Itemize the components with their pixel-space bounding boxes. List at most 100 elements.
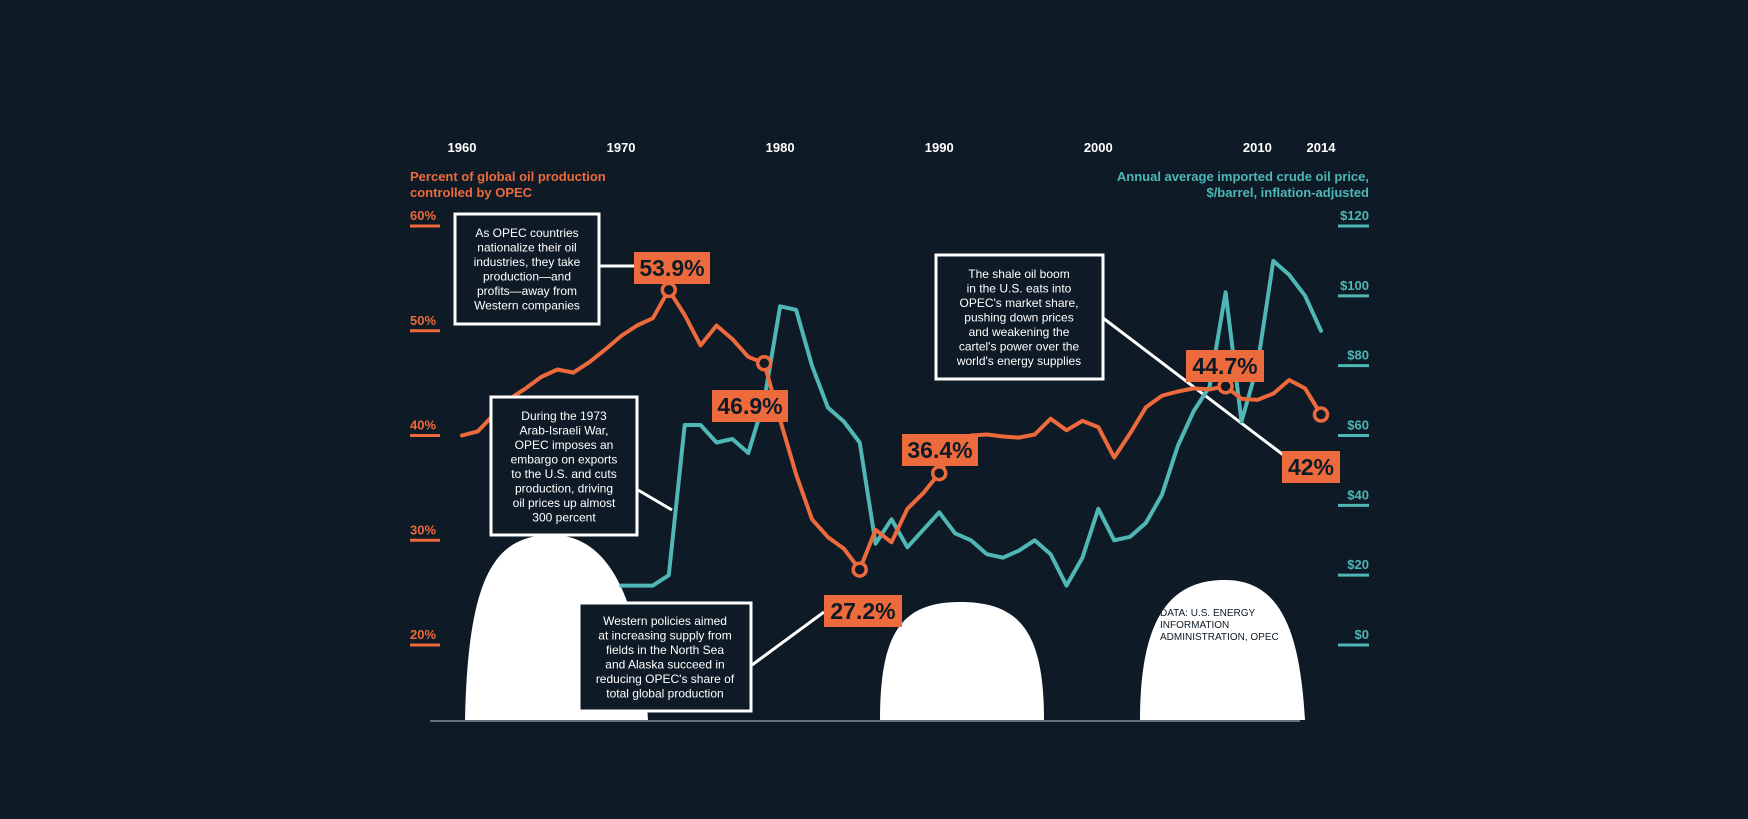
annotation-western: Western policies aimed at increasing supp… <box>577 601 753 713</box>
right-axis: Annual average imported crude oil price,… <box>1117 169 1369 647</box>
annotation-line: DATA: U.S. ENERGY <box>1160 608 1256 619</box>
marker-42 <box>1312 406 1330 423</box>
callout-53-9-box <box>634 252 710 284</box>
marker-364 <box>930 464 948 482</box>
x-tick-1960: 1960 <box>448 140 477 155</box>
annotation-line: nationalize their oil <box>477 241 576 255</box>
annotation-line: and weakening the <box>969 325 1070 339</box>
marker-539 <box>660 281 678 299</box>
annotation-line: OPEC's market share, <box>960 296 1079 310</box>
right-tick-120: $120 <box>1340 208 1369 223</box>
annotation-line: total global production <box>606 687 723 701</box>
annotation-nationalize-box <box>453 212 601 326</box>
annotation-line: at increasing supply from <box>598 629 731 643</box>
callout-42-box <box>1282 451 1340 483</box>
callout-42-text: 42% <box>1288 454 1334 480</box>
annotation-line: cartel's power over the <box>959 340 1080 354</box>
annotation-line: Arab-Israeli War, <box>520 424 609 438</box>
annotation-line: profits—away from <box>477 284 577 298</box>
right-tick-60: $60 <box>1347 418 1369 433</box>
decor-mound-middle <box>880 602 1044 720</box>
annotation-embargo-box <box>489 395 639 537</box>
left-tick-40: 40% <box>410 418 436 433</box>
right-tick-100: $100 <box>1340 278 1369 293</box>
left-tick-60: 60% <box>410 208 436 223</box>
x-tick-2014: 2014 <box>1307 140 1337 155</box>
data-source: DATA: U.S. ENERGY INFORMATION ADMINISTRATI… <box>1160 608 1279 643</box>
annotation-line: embargo on exports <box>511 453 618 467</box>
annotation-line: OPEC imposes an <box>515 438 614 452</box>
connector-western <box>751 610 825 667</box>
annotation-line: to the U.S. and cuts <box>511 467 616 481</box>
data-source-text: DATA: U.S. ENERGY INFORMATION ADMINISTRATI… <box>1160 608 1279 643</box>
marker-272 <box>851 561 868 578</box>
callout-27-2-box <box>824 595 902 627</box>
annotation-line: INFORMATION <box>1160 620 1229 631</box>
annotation-line: During the 1973 <box>521 409 607 423</box>
callout-46-9: 46.9% <box>712 390 788 422</box>
annotation-shale-box <box>934 253 1105 381</box>
right-axis-title-line-1: Annual average imported crude oil price, <box>1117 169 1369 184</box>
annotation-line: Western policies aimed <box>603 614 727 628</box>
annotation-line: As OPEC countries <box>475 226 578 240</box>
annotation-line: production, driving <box>515 482 613 496</box>
callout-42: 42% <box>1282 451 1340 483</box>
callout-46-9-box <box>712 390 788 422</box>
right-axis-title-line-2: $/barrel, inflation-adjusted <box>1206 185 1369 200</box>
annotation-shale-text: The shale oil boom in the U.S. eats into O… <box>956 267 1081 368</box>
x-axis-ticks: 1960 1970 1980 1990 2000 2010 2014 <box>448 140 1337 155</box>
connector-embargo <box>637 488 673 512</box>
x-tick-2010: 2010 <box>1243 140 1272 155</box>
decorative-shapes <box>430 535 1305 722</box>
x-tick-1980: 1980 <box>766 140 795 155</box>
left-axis-title-line-2: controlled by OPEC <box>410 185 533 200</box>
callout-value-labels: 53.9% 46.9% 27.2% 36.4% 44.7% 42% <box>634 252 1340 627</box>
annotation-line: world's energy supplies <box>956 354 1081 368</box>
decor-mound-right <box>1140 580 1305 720</box>
callout-36-4: 36.4% <box>902 434 978 466</box>
x-tick-2000: 2000 <box>1084 140 1113 155</box>
annotation-shale: The shale oil boom in the U.S. eats into O… <box>934 253 1105 381</box>
callout-44-7: 44.7% <box>1186 350 1264 382</box>
annotation-line: industries, they take <box>474 255 581 269</box>
annotation-line: pushing down prices <box>964 311 1073 325</box>
right-tick-40: $40 <box>1347 487 1369 502</box>
left-axis: Percent of global oil production control… <box>410 169 606 647</box>
x-tick-1970: 1970 <box>607 140 636 155</box>
annotation-western-box <box>577 601 753 713</box>
annotation-line: in the U.S. eats into <box>967 282 1072 296</box>
annotation-line: fields in the North Sea <box>606 643 724 657</box>
opec-share-series-line <box>460 287 1323 572</box>
callout-markers <box>660 281 1330 578</box>
annotation-line: production—and <box>483 270 571 284</box>
annotation-nationalize-text: As OPEC countries nationalize their oil in… <box>474 226 581 313</box>
callout-27-2: 27.2% <box>824 595 902 627</box>
oil-price-series-line <box>619 258 1323 588</box>
callout-53-9: 53.9% <box>634 252 710 284</box>
x-tick-1990: 1990 <box>925 140 954 155</box>
annotation-line: ADMINISTRATION, OPEC <box>1160 632 1279 643</box>
right-tick-0: $0 <box>1355 627 1369 642</box>
right-tick-20: $20 <box>1347 557 1369 572</box>
annotation-nationalize: As OPEC countries nationalize their oil in… <box>453 212 601 326</box>
annotation-embargo-text: During the 1973 Arab-Israeli War, OPEC imp… <box>511 409 618 525</box>
left-tick-30: 30% <box>410 522 436 537</box>
annotation-line: 300 percent <box>532 511 596 525</box>
annotation-line: Western companies <box>474 299 580 313</box>
callout-27-2-text: 27.2% <box>830 598 895 624</box>
annotation-line: reducing OPEC's share of <box>596 672 735 686</box>
callout-44-7-box <box>1186 350 1264 382</box>
right-tick-80: $80 <box>1347 348 1369 363</box>
left-axis-title-line-1: Percent of global oil production <box>410 169 606 184</box>
callout-53-9-text: 53.9% <box>639 255 704 281</box>
annotation-embargo: During the 1973 Arab-Israeli War, OPEC imp… <box>489 395 639 537</box>
annotation-line: and Alaska succeed in <box>605 658 724 672</box>
marker-469 <box>755 354 773 372</box>
callout-36-4-text: 36.4% <box>907 437 972 463</box>
left-tick-50: 50% <box>410 313 436 328</box>
callout-36-4-box <box>902 434 978 466</box>
annotation-line: The shale oil boom <box>968 267 1069 281</box>
callout-44-7-text: 44.7% <box>1192 353 1257 379</box>
callout-46-9-text: 46.9% <box>717 393 782 419</box>
